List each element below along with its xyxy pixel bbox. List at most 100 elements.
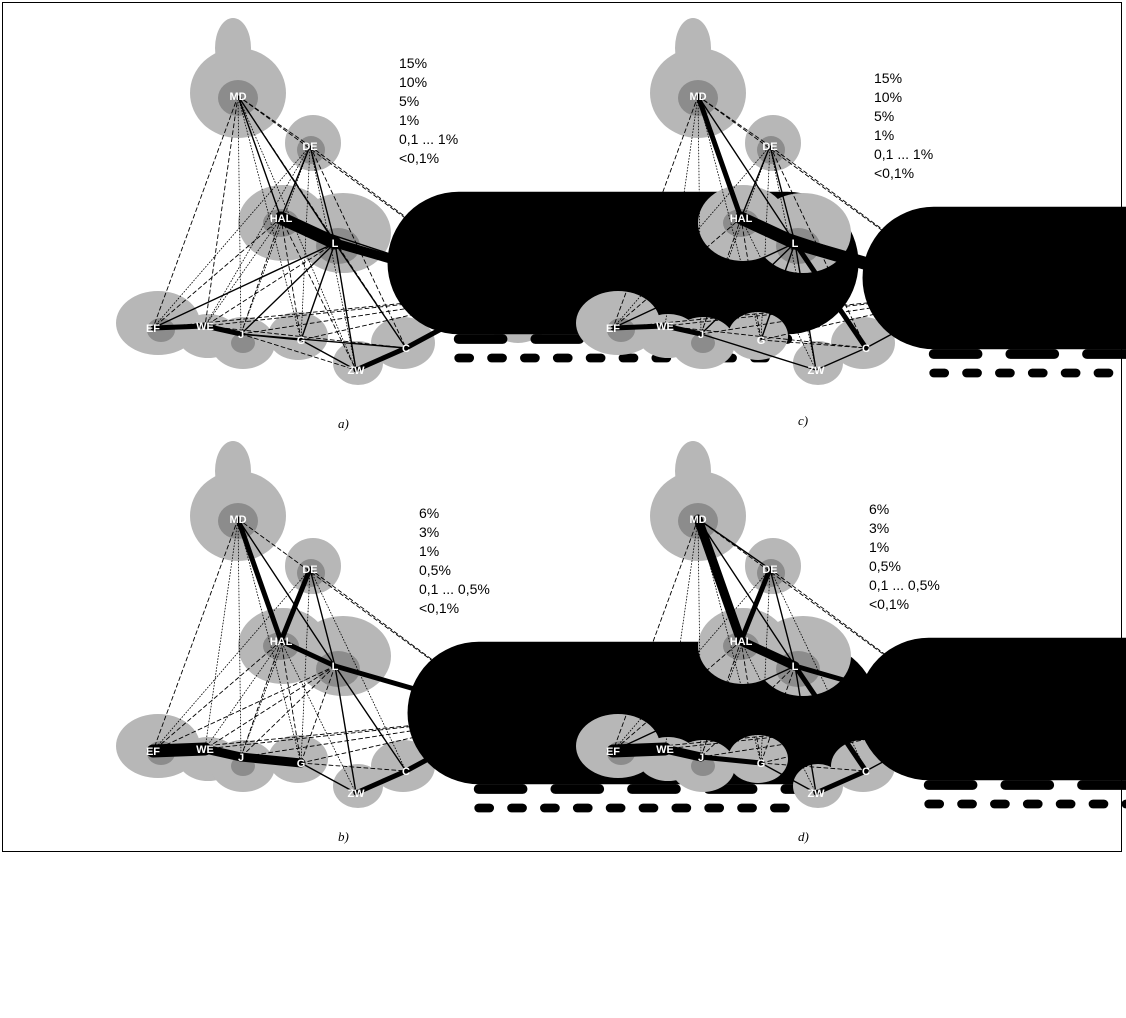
region-shape bbox=[231, 333, 255, 353]
node-label-g: G bbox=[297, 758, 306, 770]
flow-line-hal-ef bbox=[612, 640, 742, 752]
legend-label: 0,1 ... 0,5% bbox=[419, 580, 490, 597]
flow-map-panel-c: MDDEHALLDDEFWEJGCZW 15%10%5%1%0,1 ... 1%… bbox=[573, 18, 1126, 438]
legend-label: 0,1 ... 0,5% bbox=[869, 576, 940, 593]
flow-line-l-zw bbox=[334, 665, 357, 794]
legend-swatch bbox=[906, 288, 1126, 344]
flow-line-de-l bbox=[769, 145, 796, 244]
caption-b: b) bbox=[338, 829, 349, 844]
legend-label: <0,1% bbox=[399, 149, 440, 166]
legend-row: <0,1% bbox=[863, 594, 1126, 809]
legend-row: 10% bbox=[868, 87, 1126, 347]
node-label-l: L bbox=[332, 238, 339, 250]
legend-label: 1% bbox=[399, 111, 420, 128]
flow-line-zw-c bbox=[813, 768, 869, 796]
legend-swatch bbox=[473, 784, 813, 794]
node-label-g: G bbox=[757, 758, 766, 770]
flow-line-md-ef bbox=[152, 95, 239, 329]
flow-line-de-l bbox=[769, 568, 796, 667]
flow-line-j-zw bbox=[240, 333, 357, 371]
flow-line-hal-we bbox=[204, 217, 282, 327]
legend-row: 1% bbox=[868, 125, 1126, 343]
flow-line-de-g bbox=[300, 145, 311, 341]
node-label-j: J bbox=[238, 752, 244, 764]
legend-row: 1% bbox=[413, 541, 835, 779]
flow-line-md-g bbox=[697, 95, 762, 341]
legend-row: 15% bbox=[862, 68, 1126, 350]
node-label-g: G bbox=[297, 335, 306, 347]
flow-line-zw-c bbox=[353, 345, 409, 373]
legend-row: 10% bbox=[393, 72, 837, 332]
flow-line-md-j bbox=[697, 95, 702, 335]
node-label-j: J bbox=[238, 329, 244, 341]
node-label-de: DE bbox=[762, 141, 777, 153]
flow-line-l-c bbox=[792, 240, 869, 351]
node-label-l: L bbox=[792, 238, 799, 250]
node-label-ef: EF bbox=[606, 323, 620, 335]
flow-line-md-hal bbox=[237, 95, 282, 219]
node-label-ef: EF bbox=[606, 746, 620, 758]
legend-row: 0,1 ... 1% bbox=[868, 144, 1126, 359]
flow-map-panel-b: MDDEHALLDDEFWEJGCZW 6%3%1%0,5%0,1 ... 0,… bbox=[113, 441, 879, 861]
legend-label: <0,1% bbox=[874, 164, 915, 181]
flow-line-md-hal bbox=[235, 516, 284, 644]
flow-line-de-g bbox=[300, 568, 311, 764]
flow-line-de-j bbox=[700, 145, 771, 335]
legend-b: 6% 3% 1% 0,5% 0,1 ... 0,5% <0,1% bbox=[407, 503, 879, 813]
flow-line-hal-ef bbox=[612, 217, 742, 329]
legend-label: 5% bbox=[399, 92, 420, 109]
legend-label: 10% bbox=[399, 73, 428, 90]
flow-line-hal-ef bbox=[152, 640, 282, 752]
flow-line-l-zw bbox=[794, 242, 817, 371]
node-label-md: MD bbox=[229, 514, 246, 526]
legend-row: 6% bbox=[407, 503, 879, 785]
flow-line-zw-c bbox=[353, 768, 409, 796]
flow-line-hal-zw bbox=[740, 640, 817, 794]
legend-row: 15% bbox=[387, 53, 859, 335]
flow-line-de-ef bbox=[612, 145, 771, 329]
flow-line-g-c bbox=[300, 762, 407, 772]
legend-row: 5% bbox=[393, 91, 815, 329]
legend-row: 6% bbox=[857, 499, 1126, 781]
node-label-de: DE bbox=[302, 141, 317, 153]
flow-line-ef-we bbox=[606, 742, 672, 758]
flow-line-ef-we bbox=[610, 323, 668, 331]
node-label-c: C bbox=[402, 343, 410, 355]
legend-c: 15% 10% 5% 1% 0,1 ... 1% <0,1% bbox=[862, 68, 1126, 378]
flow-map-panel-a: MDDEHALLDDEFWEJGCZW 15%10%5%1%0,1 ... 1%… bbox=[113, 18, 859, 438]
region-shape bbox=[793, 341, 843, 385]
legend-a: 15% 10% 5% 1% 0,1 ... 1% <0,1% bbox=[387, 53, 859, 363]
flow-line-g-zw bbox=[300, 339, 357, 371]
flow-line-md-l bbox=[697, 95, 796, 244]
flow-line-hal-zw bbox=[280, 640, 357, 794]
node-label-zw: ZW bbox=[807, 365, 825, 377]
region-shape bbox=[723, 632, 759, 660]
flow-line-we-c bbox=[664, 325, 867, 349]
flow-line-hal-l bbox=[734, 211, 802, 250]
legend-swatch bbox=[926, 327, 1126, 343]
legend-row: 0,1 ... 0,5% bbox=[413, 579, 813, 794]
flow-line-hal-l bbox=[274, 211, 342, 250]
flow-line-de-ef bbox=[152, 568, 311, 752]
flow-line-hal-j bbox=[240, 217, 282, 335]
legend-row: 3% bbox=[863, 518, 1126, 778]
node-label-ef: EF bbox=[146, 746, 160, 758]
flow-line-md-de bbox=[237, 95, 311, 147]
legend-row: <0,1% bbox=[413, 598, 812, 813]
legend-label: 1% bbox=[874, 126, 895, 143]
flow-line-de-g bbox=[760, 568, 771, 764]
region-shape bbox=[215, 441, 251, 501]
flow-line-md-we bbox=[204, 518, 239, 750]
flow-line-de-zw bbox=[309, 145, 357, 371]
legend-label: 3% bbox=[869, 519, 890, 536]
legend-row: 0,1 ... 1% bbox=[393, 129, 793, 344]
flow-line-hal-j bbox=[700, 640, 742, 758]
flow-line-de-hal bbox=[280, 145, 311, 219]
flow-line-we-c bbox=[204, 325, 407, 349]
flow-line-l-j bbox=[700, 242, 796, 335]
node-label-j: J bbox=[698, 329, 704, 341]
flow-line-md-de bbox=[697, 95, 771, 147]
legend-row: 3% bbox=[413, 522, 857, 782]
flow-line-j-g bbox=[698, 754, 764, 766]
node-label-l: L bbox=[332, 661, 339, 673]
